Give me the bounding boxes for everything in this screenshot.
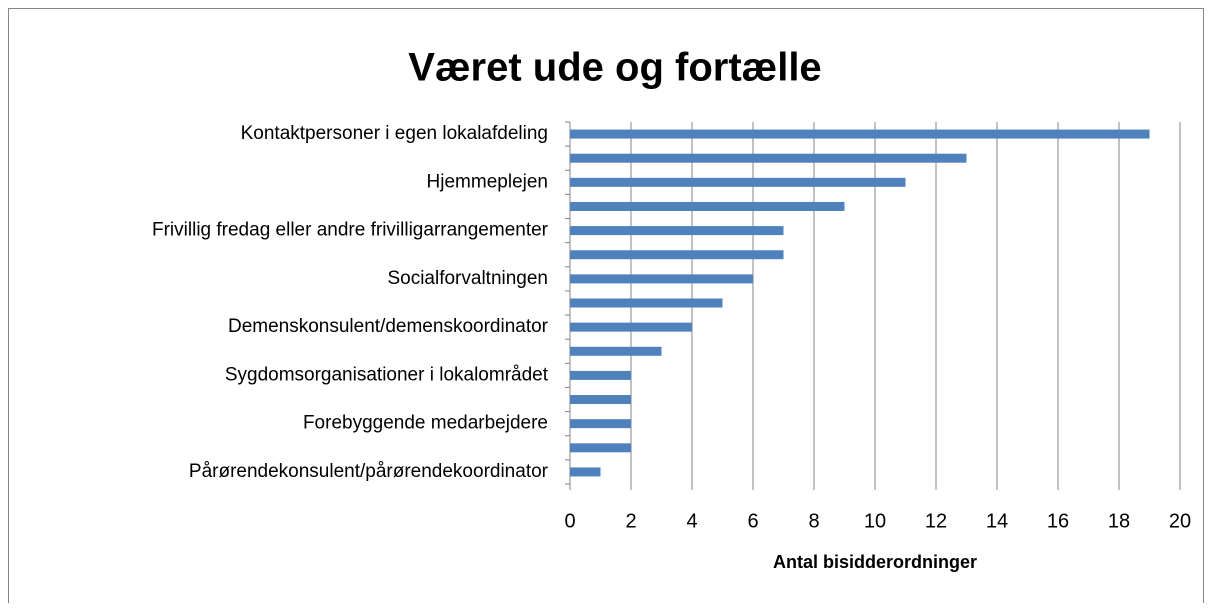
y-tick-label: Frivillig fredag eller andre frivilligar… [152, 220, 549, 241]
x-tick-label: 0 [564, 510, 575, 532]
x-tick-label: 18 [1108, 510, 1130, 532]
y-tick-label: Pårørendekonsulent/pårørendekoordinator [189, 461, 549, 482]
bar [570, 153, 967, 163]
bar [570, 443, 631, 453]
x-tick-label: 4 [686, 510, 697, 532]
x-axis-label: Antal bisidderordninger [773, 552, 977, 572]
y-tick-label: Forebyggende medarbejdere [303, 413, 548, 434]
x-tick-label: 2 [625, 510, 636, 532]
bar [570, 395, 631, 405]
x-tick-label: 16 [1047, 510, 1069, 532]
bar [570, 419, 631, 429]
chart-title: Været ude og fortælle [408, 46, 821, 90]
bar [570, 322, 692, 332]
bar [570, 226, 784, 236]
x-tick-label: 8 [808, 510, 819, 532]
y-tick-label: Kontaktpersoner i egen lokalafdeling [241, 123, 548, 144]
y-tick-label: Demenskonsulent/demenskoordinator [228, 316, 549, 337]
x-tick-label: 12 [925, 510, 947, 532]
bar [570, 346, 662, 356]
bar [570, 467, 601, 477]
y-tick-label: Sygdomsorganisationer i lokalområdet [225, 364, 549, 385]
x-tick-label: 10 [864, 510, 886, 532]
y-tick-label: Socialforvaltningen [387, 268, 548, 289]
bar [570, 370, 631, 380]
bar [570, 250, 784, 260]
chart-frame [8, 8, 1204, 608]
bar [570, 201, 845, 211]
bar [570, 129, 1150, 139]
y-tick-label: Hjemmeplejen [427, 171, 548, 192]
x-tick-label: 14 [986, 510, 1008, 532]
x-tick-label: 20 [1169, 510, 1191, 532]
x-tick-label: 6 [747, 510, 758, 532]
bar [570, 274, 753, 284]
bar [570, 298, 723, 308]
bar [570, 177, 906, 187]
